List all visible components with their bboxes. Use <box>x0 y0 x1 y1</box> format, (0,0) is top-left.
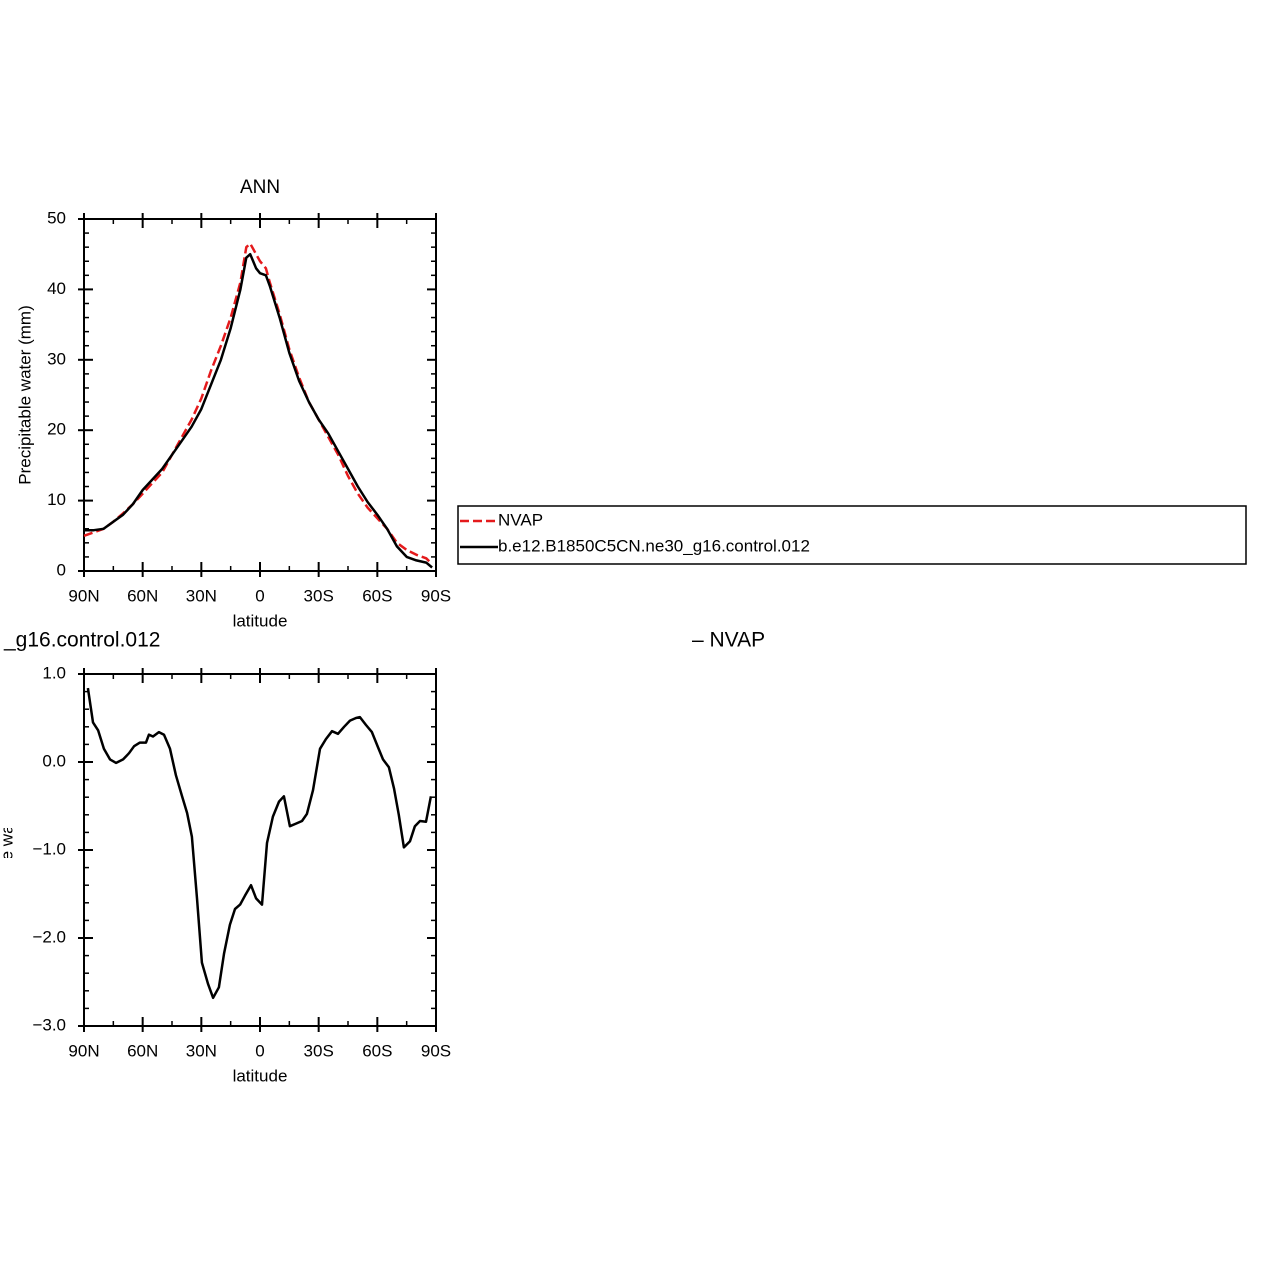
y-axis-label: Precipitable water (mm) <box>0 760 16 940</box>
legend-label: NVAP <box>498 510 543 529</box>
series-line <box>83 242 433 565</box>
y-tick-label: 30 <box>47 349 66 368</box>
x-tick-label: 90S <box>421 1041 451 1060</box>
x-tick-label: 30S <box>304 586 334 605</box>
y-axis-label: Precipitable water (mm) <box>15 305 34 485</box>
x-tick-label: 30N <box>186 586 217 605</box>
y-tick-label: −1.0 <box>32 839 66 858</box>
x-tick-label: 60N <box>127 586 158 605</box>
legend-label: b.e12.B1850C5CN.ne30_g16.control.012 <box>498 536 810 555</box>
x-tick-label: 30S <box>304 1041 334 1060</box>
left-title: _g16.control.012 <box>3 629 160 652</box>
x-tick-label: 90N <box>68 586 99 605</box>
plot-frame <box>83 673 437 1027</box>
y-tick-label: 20 <box>47 420 66 439</box>
legend: NVAP b.e12.B1850C5CN.ne30_g16.control.012 <box>457 505 1247 565</box>
x-axis-label: latitude <box>233 1066 288 1085</box>
x-axis-label: latitude <box>233 611 288 630</box>
x-tick-label: 60S <box>362 1041 392 1060</box>
x-tick-label: 30N <box>186 1041 217 1060</box>
y-tick-label: 10 <box>47 490 66 509</box>
series-line <box>86 687 433 1000</box>
x-tick-label: 0 <box>255 1041 264 1060</box>
y-tick-label: 50 <box>47 208 66 227</box>
x-tick-label: 60N <box>127 1041 158 1060</box>
y-tick-label: 40 <box>47 279 66 298</box>
y-tick-label: 1.0 <box>42 663 66 682</box>
y-tick-label: −3.0 <box>32 1015 66 1034</box>
series-line <box>84 252 433 569</box>
x-tick-label: 90S <box>421 586 451 605</box>
plot: 0 10 20 30 40 50 90N 60N 30N 0 30S 60S 90S ANN latitud… <box>15 177 451 630</box>
y-tick-label: −2.0 <box>32 927 66 946</box>
legend-box <box>457 505 1247 565</box>
x-tick-label: 0 <box>255 586 264 605</box>
right-title: – NVAP <box>692 629 765 652</box>
y-tick-label: 0.0 <box>42 751 66 770</box>
x-tick-label: 90N <box>68 1041 99 1060</box>
y-tick-label: 0 <box>57 560 66 579</box>
x-tick-label: 60S <box>362 586 392 605</box>
chart-title: ANN <box>240 177 280 198</box>
